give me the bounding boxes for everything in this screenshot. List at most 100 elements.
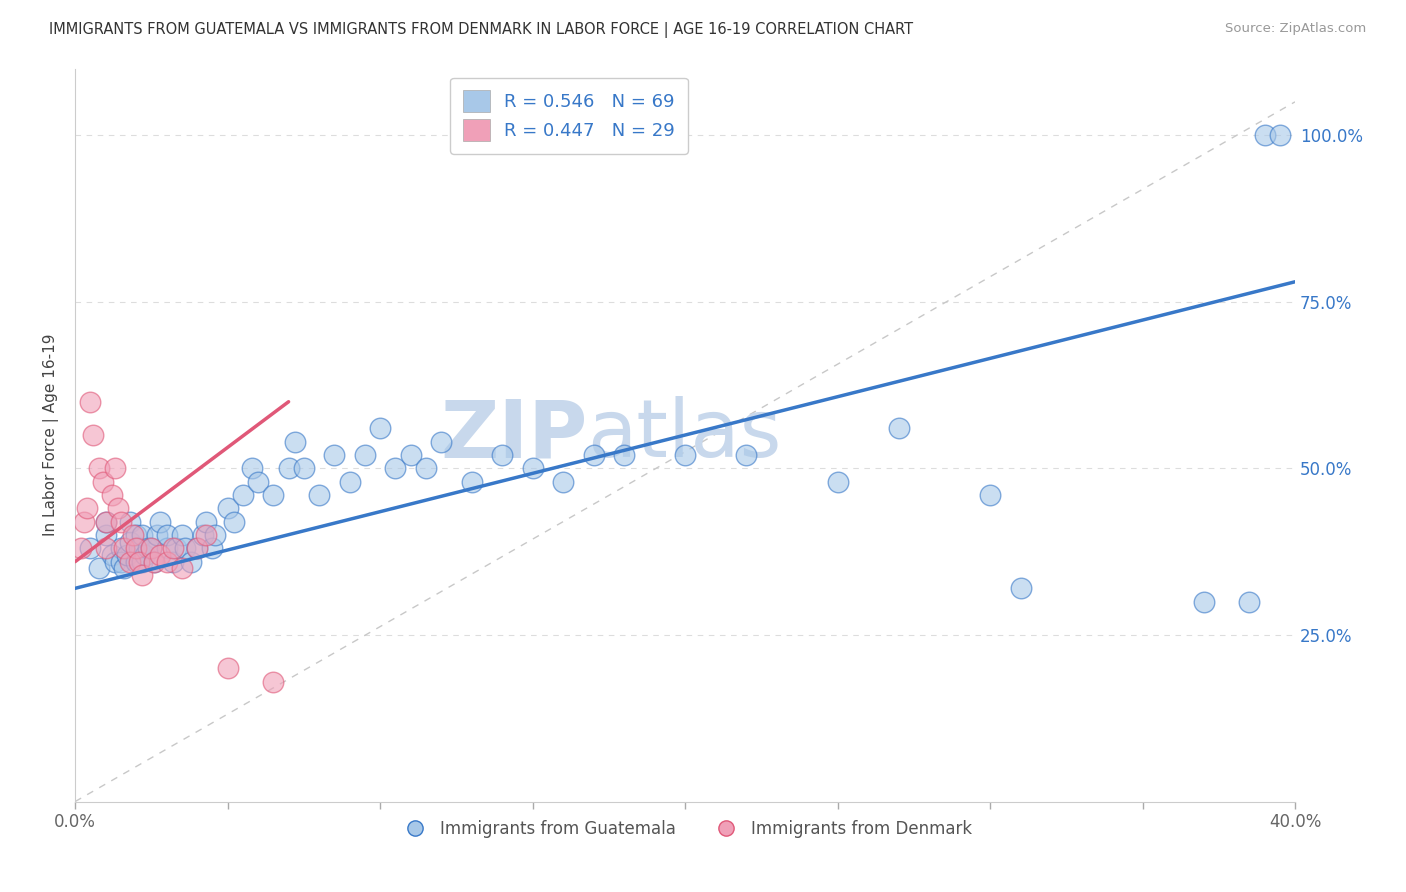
- Point: [122, 528, 145, 542]
- Point: [70, 541, 93, 556]
- Point: [165, 541, 187, 556]
- Point: [232, 488, 254, 502]
- Point: [143, 555, 166, 569]
- Point: [110, 541, 132, 556]
- Point: [399, 448, 422, 462]
- Point: [94, 541, 117, 556]
- Point: [118, 555, 141, 569]
- Point: [155, 541, 177, 556]
- Point: [180, 555, 202, 569]
- Point: [308, 488, 330, 502]
- Point: [292, 461, 315, 475]
- Point: [735, 448, 758, 462]
- Legend: Immigrants from Guatemala, Immigrants from Denmark: Immigrants from Guatemala, Immigrants fr…: [391, 814, 979, 845]
- Point: [491, 448, 513, 462]
- Point: [613, 448, 636, 462]
- Point: [240, 461, 263, 475]
- Point: [79, 394, 101, 409]
- Point: [217, 661, 239, 675]
- Point: [82, 428, 104, 442]
- Point: [110, 515, 132, 529]
- Point: [1253, 128, 1275, 143]
- Point: [522, 461, 544, 475]
- Point: [104, 555, 127, 569]
- Point: [100, 548, 122, 562]
- Point: [94, 528, 117, 542]
- Point: [73, 515, 96, 529]
- Point: [155, 528, 177, 542]
- Point: [1239, 594, 1261, 608]
- Point: [170, 561, 193, 575]
- Point: [141, 541, 163, 556]
- Point: [115, 548, 138, 562]
- Point: [1268, 128, 1291, 143]
- Point: [131, 568, 153, 582]
- Y-axis label: In Labor Force | Age 16-19: In Labor Force | Age 16-19: [44, 334, 59, 536]
- Point: [76, 501, 98, 516]
- Point: [217, 501, 239, 516]
- Point: [368, 421, 391, 435]
- Point: [149, 548, 172, 562]
- Point: [146, 528, 169, 542]
- Point: [79, 541, 101, 556]
- Point: [162, 555, 184, 569]
- Point: [134, 548, 156, 562]
- Point: [262, 488, 284, 502]
- Point: [131, 528, 153, 542]
- Point: [1192, 594, 1215, 608]
- Point: [186, 541, 208, 556]
- Point: [247, 475, 270, 489]
- Point: [112, 561, 135, 575]
- Point: [195, 515, 218, 529]
- Point: [222, 515, 245, 529]
- Point: [195, 528, 218, 542]
- Point: [323, 448, 346, 462]
- Point: [155, 555, 177, 569]
- Point: [887, 421, 910, 435]
- Point: [415, 461, 437, 475]
- Point: [143, 555, 166, 569]
- Point: [339, 475, 361, 489]
- Point: [131, 555, 153, 569]
- Point: [110, 555, 132, 569]
- Point: [262, 674, 284, 689]
- Text: IMMIGRANTS FROM GUATEMALA VS IMMIGRANTS FROM DENMARK IN LABOR FORCE | AGE 16-19 : IMMIGRANTS FROM GUATEMALA VS IMMIGRANTS …: [49, 22, 914, 38]
- Point: [94, 515, 117, 529]
- Point: [94, 515, 117, 529]
- Point: [673, 448, 696, 462]
- Point: [125, 555, 148, 569]
- Point: [112, 541, 135, 556]
- Point: [384, 461, 406, 475]
- Point: [104, 461, 127, 475]
- Point: [193, 528, 215, 542]
- Point: [277, 461, 299, 475]
- Point: [89, 461, 111, 475]
- Point: [141, 541, 163, 556]
- Point: [353, 448, 375, 462]
- Point: [128, 555, 150, 569]
- Point: [128, 541, 150, 556]
- Point: [125, 541, 148, 556]
- Point: [204, 528, 226, 542]
- Point: [91, 475, 114, 489]
- Point: [201, 541, 224, 556]
- Text: atlas: atlas: [588, 396, 782, 474]
- Text: ZIP: ZIP: [440, 396, 588, 474]
- Point: [582, 448, 605, 462]
- Point: [979, 488, 1001, 502]
- Point: [118, 515, 141, 529]
- Point: [1010, 582, 1032, 596]
- Point: [107, 501, 129, 516]
- Point: [118, 534, 141, 549]
- Point: [551, 475, 574, 489]
- Point: [136, 541, 159, 556]
- Point: [89, 561, 111, 575]
- Point: [125, 528, 148, 542]
- Point: [284, 434, 307, 449]
- Point: [430, 434, 453, 449]
- Point: [170, 528, 193, 542]
- Point: [162, 541, 184, 556]
- Point: [460, 475, 482, 489]
- Point: [186, 541, 208, 556]
- Text: Source: ZipAtlas.com: Source: ZipAtlas.com: [1226, 22, 1367, 36]
